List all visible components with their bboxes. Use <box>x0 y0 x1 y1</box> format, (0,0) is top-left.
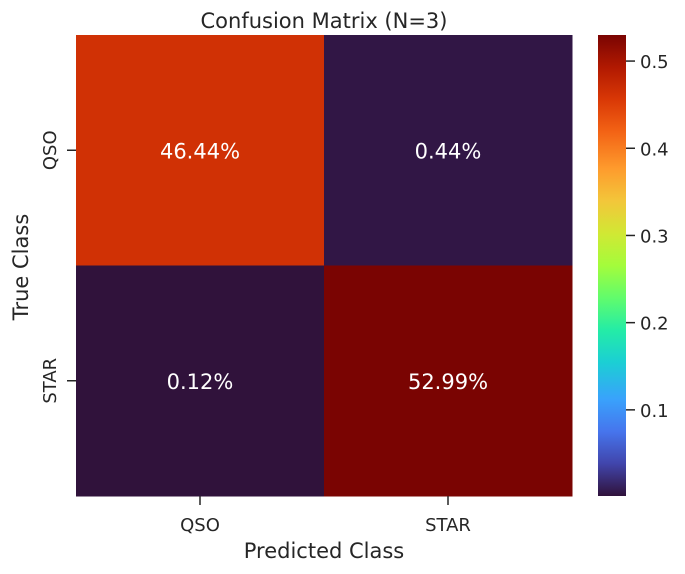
heatmap-cell <box>76 35 325 266</box>
chart-title: Confusion Matrix (N=3) <box>201 9 448 33</box>
y-axis-label: True Class <box>9 214 33 322</box>
colorbar-tick-label: 0.3 <box>640 226 669 247</box>
colorbar-tick-label: 0.2 <box>640 314 669 335</box>
colorbar-tick-label: 0.5 <box>640 52 669 73</box>
cell-value-label: 52.99% <box>408 370 488 394</box>
heatmap-cell <box>324 265 573 497</box>
heatmap-cell <box>324 35 573 266</box>
colorbar-tick-label: 0.1 <box>640 401 669 422</box>
colorbar-ticks: 0.1 0.2 0.3 0.4 0.5 <box>626 52 669 422</box>
cell-value-label: 0.44% <box>415 139 482 163</box>
x-axis: QSO STAR <box>180 496 471 536</box>
heatmap-cell <box>76 265 325 497</box>
cell-value-label: 0.12% <box>167 370 234 394</box>
y-tick-label: STAR <box>40 358 61 404</box>
x-tick-label: STAR <box>425 515 471 536</box>
colorbar-tick-label: 0.4 <box>640 139 669 160</box>
cell-value-label: 46.44% <box>160 139 240 163</box>
y-tick-label: QSO <box>40 130 61 170</box>
x-tick-label: QSO <box>180 515 220 536</box>
heatmap-cell-labels: 46.44% 0.44% 0.12% 52.99% <box>160 139 488 394</box>
x-axis-label: Predicted Class <box>244 539 405 563</box>
heatmap-cells <box>76 35 573 497</box>
y-axis: QSO STAR <box>40 130 76 404</box>
colorbar <box>598 35 626 496</box>
